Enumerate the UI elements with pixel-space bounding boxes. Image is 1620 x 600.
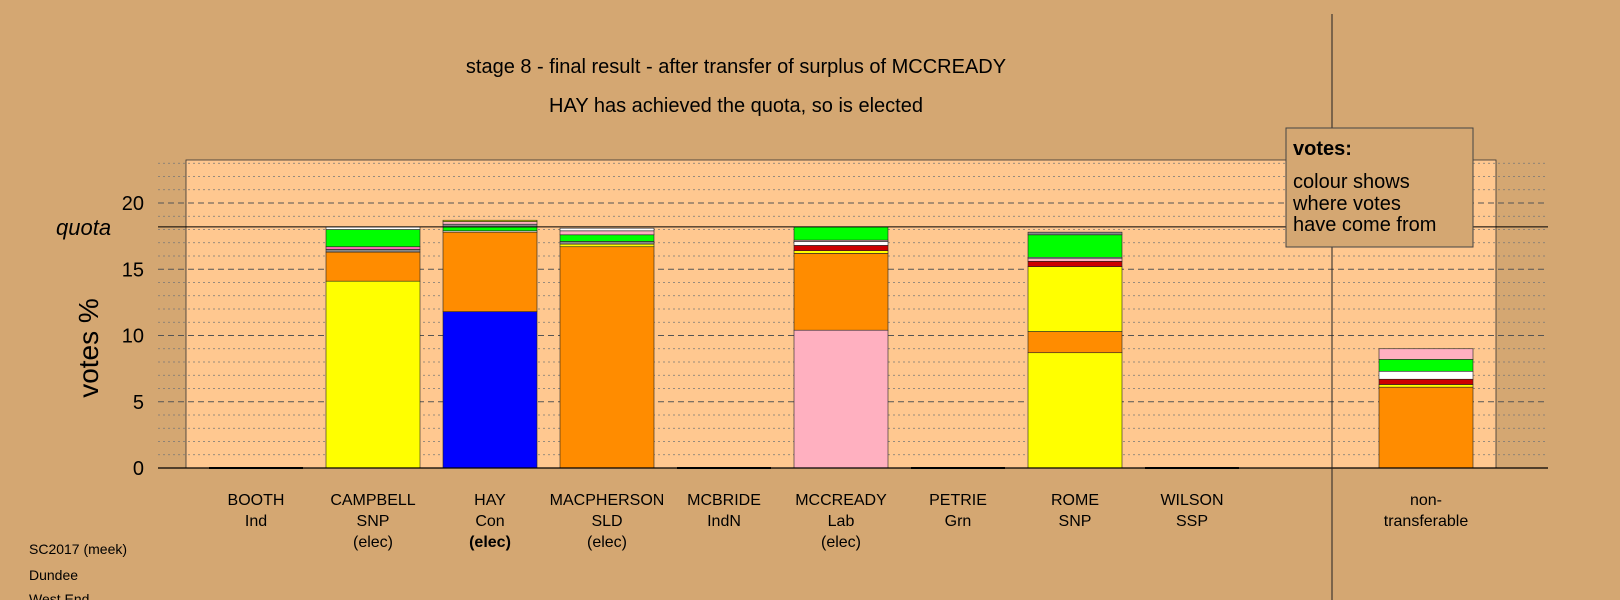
legend-title: votes: xyxy=(1293,138,1352,160)
y-axis-label: votes % xyxy=(73,298,104,398)
legend-box xyxy=(1285,127,1474,248)
bar-segment xyxy=(1027,266,1123,332)
y-tick-label: 5 xyxy=(133,392,144,414)
footer-line-2: Dundee xyxy=(29,567,78,583)
x-label-name: MCCREADY xyxy=(795,492,887,509)
legend: votes: colour shows where votes have com… xyxy=(1285,127,1474,248)
bar-segment xyxy=(442,311,538,469)
legend-line-1: colour shows xyxy=(1293,171,1410,193)
bar-segment xyxy=(1378,359,1474,372)
y-tick-label: 20 xyxy=(122,193,144,215)
bar-segment xyxy=(559,234,655,242)
bar-segment xyxy=(442,231,538,312)
bar-segment xyxy=(793,253,889,331)
y-tick-label: 15 xyxy=(122,259,144,281)
x-label-status: (elec) xyxy=(821,534,861,551)
bar-segment xyxy=(1027,331,1123,354)
bar-segment xyxy=(559,227,655,232)
bar-segment xyxy=(559,241,655,245)
bar-segment xyxy=(1027,258,1123,262)
y-tick-labels: 0 5 10 15 20 xyxy=(122,193,144,480)
bar-segment xyxy=(442,226,538,232)
x-label-name: MACPHERSON xyxy=(550,492,665,509)
x-label-name: ROME xyxy=(1051,492,1099,509)
bar-segment xyxy=(1378,378,1474,385)
footer-line-3: West End xyxy=(29,591,89,600)
bar-segment xyxy=(1378,348,1474,360)
x-label-party: transferable xyxy=(1384,513,1469,530)
chart-subtitle: HAY has achieved the quota, so is electe… xyxy=(549,95,923,117)
x-label-party: IndN xyxy=(707,513,741,530)
bar-segment xyxy=(793,226,889,241)
x-label-status: (elec) xyxy=(353,534,393,551)
bar-segment xyxy=(325,246,421,250)
chart-title: stage 8 - final result - after transfer … xyxy=(466,56,1006,78)
legend-line-2: where votes xyxy=(1292,193,1401,215)
x-label-name: CAMPBELL xyxy=(330,492,415,509)
bar-segment xyxy=(793,250,889,254)
x-label-party: SSP xyxy=(1176,513,1208,530)
x-label-name: non- xyxy=(1410,492,1442,509)
bar-segment xyxy=(1027,231,1123,236)
y-tick-label: 10 xyxy=(122,326,144,348)
quota-label: quota xyxy=(56,215,111,240)
legend-line-3: have come from xyxy=(1293,214,1436,236)
bar-segment xyxy=(1027,352,1123,469)
x-label-party: SLD xyxy=(591,513,622,530)
x-label-party: Con xyxy=(475,513,504,530)
bar-segment xyxy=(793,245,889,251)
bar-segment xyxy=(1378,370,1474,380)
bar-segment xyxy=(793,241,889,246)
bar-segment xyxy=(325,280,421,469)
bar-segment xyxy=(793,329,889,469)
footer-line-1: SC2017 (meek) xyxy=(29,541,127,557)
x-label-party: Ind xyxy=(245,513,267,530)
x-label-name: WILSON xyxy=(1160,492,1223,509)
x-label-party: SNP xyxy=(357,513,390,530)
bar-segment xyxy=(325,251,421,282)
x-label-name: PETRIE xyxy=(929,492,987,509)
x-label-party: SNP xyxy=(1059,513,1092,530)
bar-segment xyxy=(442,221,538,225)
x-label-status: (elec) xyxy=(469,534,511,551)
bar-segment xyxy=(325,249,421,253)
x-label-status: (elec) xyxy=(587,534,627,551)
x-label-party: Grn xyxy=(945,513,972,530)
bar-segment xyxy=(325,229,421,248)
bar-segment xyxy=(1378,384,1474,388)
bar-segment xyxy=(559,230,655,236)
x-label-party: Lab xyxy=(828,513,855,530)
x-label-name: HAY xyxy=(474,492,506,509)
bar-segment xyxy=(1027,260,1123,267)
bar-segment xyxy=(442,219,538,222)
bar-segment xyxy=(1027,234,1123,258)
y-tick-label: 0 xyxy=(133,458,144,480)
bar-segment xyxy=(559,246,655,469)
bar-segment xyxy=(1378,386,1474,469)
x-label-name: MCBRIDE xyxy=(687,492,761,509)
bar-segment xyxy=(559,243,655,248)
x-label-name: BOOTH xyxy=(228,492,285,509)
x-labels: BOOTH Ind CAMPBELL SNP (elec) HAY Con (elec) MAC… xyxy=(228,492,1469,551)
